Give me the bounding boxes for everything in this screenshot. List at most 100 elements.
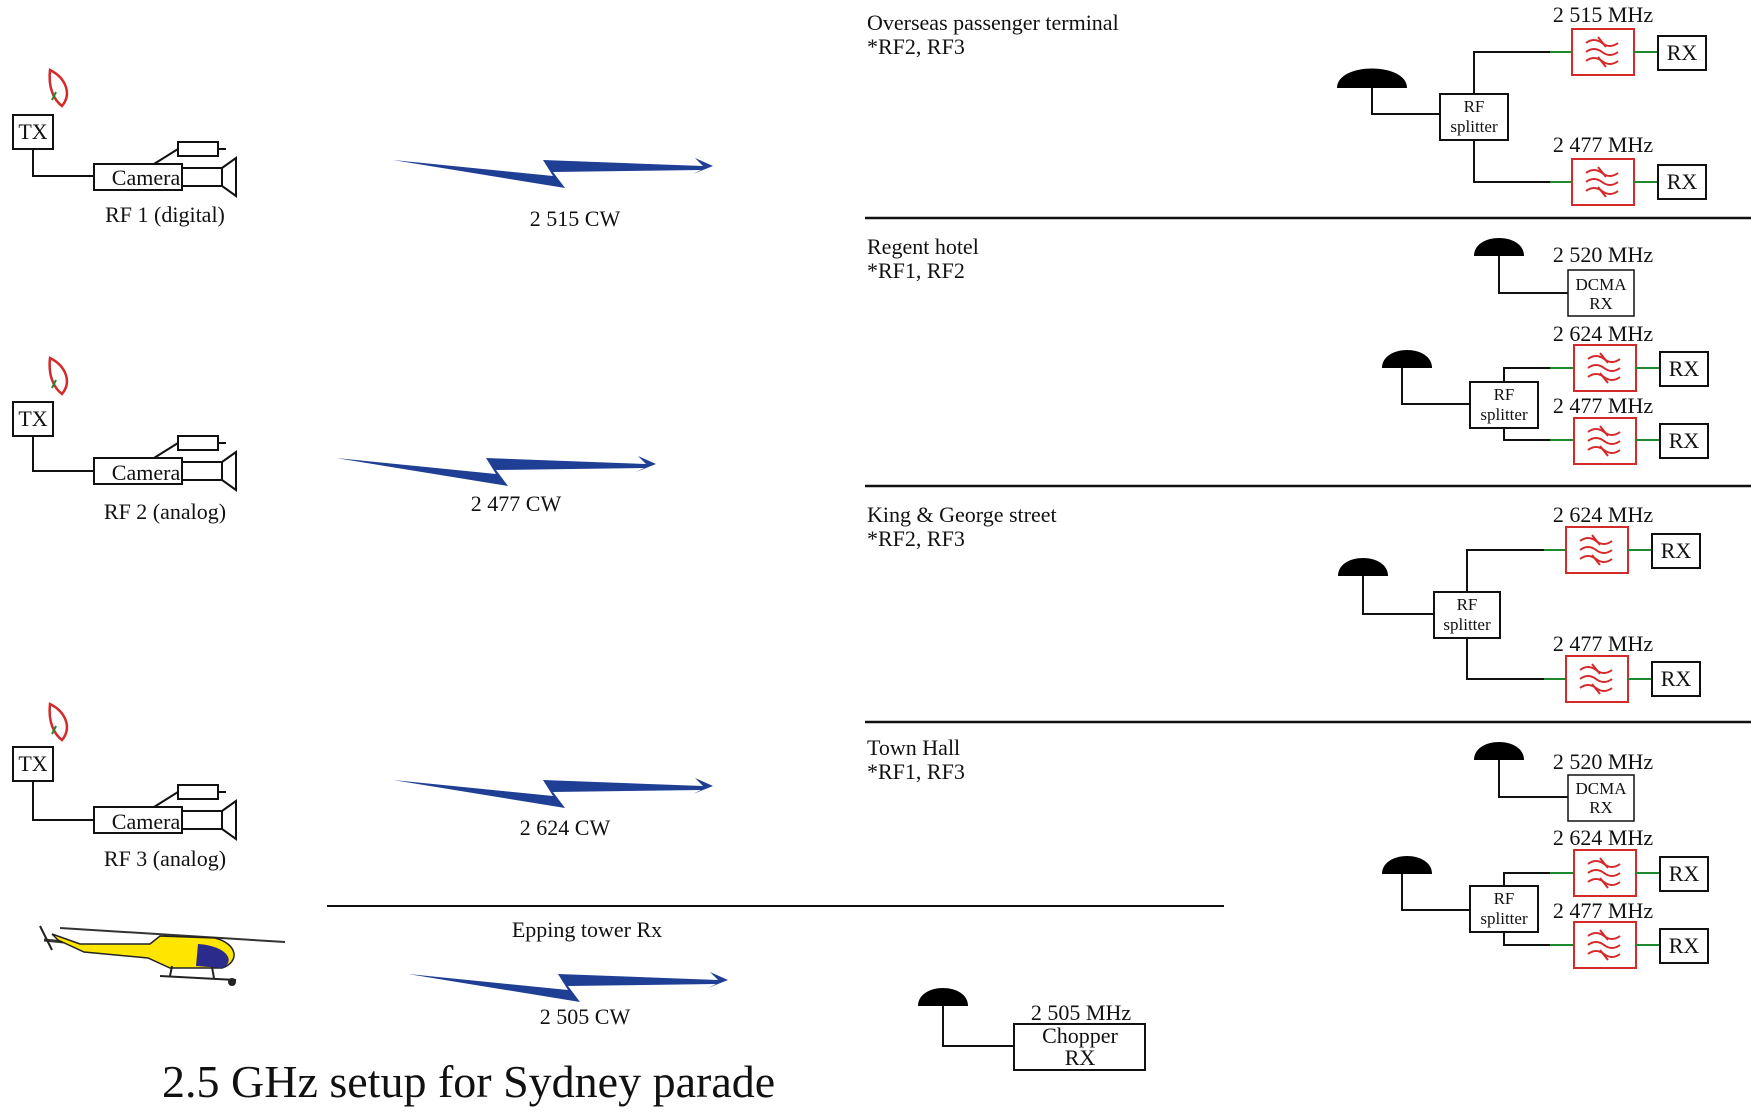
dcma-label: RX: [1589, 294, 1613, 313]
branch-frequency: 2 477 MHz: [1553, 132, 1653, 157]
antenna-icon: [1337, 68, 1407, 88]
rx-box: [1659, 351, 1709, 387]
site-rf-sources: *RF2, RF3: [867, 34, 965, 59]
site-rf-sources: *RF1, RF3: [867, 759, 965, 784]
splitter-label: RF: [1464, 97, 1485, 116]
bandpass-filter-icon: [1571, 28, 1635, 76]
bandpass-filter-icon: [1565, 526, 1629, 574]
dish-antenna-icon: [48, 68, 69, 108]
lightning-link-icon: [408, 972, 728, 1002]
site-town-hall: Town Hall *RF1, RF3 2 520 MHz DCMA RX RF…: [867, 735, 1709, 969]
rf-source-name: RF 1 (digital): [105, 202, 225, 227]
lightning-link-icon: [336, 456, 656, 486]
radio-link-rf3: 2 624 CW: [393, 778, 713, 840]
link-frequency: 2 624 CW: [520, 815, 611, 840]
rx-box: [1651, 661, 1701, 697]
rx-label: RX: [1669, 861, 1700, 886]
epping-receiver: 2 505 MHz Chopper RX: [918, 988, 1146, 1071]
antenna-icon: [918, 988, 968, 1006]
rx-box: [1651, 533, 1701, 569]
antenna-icon: [1474, 742, 1524, 760]
bandpass-filter-icon: [1573, 344, 1637, 392]
link-frequency: 2 477 CW: [471, 491, 562, 516]
splitter-label: RF: [1494, 889, 1515, 908]
site-name: Overseas passenger terminal: [867, 10, 1119, 35]
bandpass-filter-icon: [1573, 921, 1637, 969]
radio-link-rf1: 2 515 CW: [393, 158, 713, 231]
site-rf-sources: *RF1, RF2: [867, 258, 965, 283]
dish-antenna-icon: [48, 702, 69, 742]
dcma-frequency: 2 520 MHz: [1553, 242, 1653, 267]
lightning-link-icon: [393, 778, 713, 808]
epping-label: Epping tower Rx: [512, 917, 662, 942]
bandpass-filter-icon: [1573, 849, 1637, 897]
rf-source-name: RF 2 (analog): [104, 499, 226, 524]
antenna-icon: [1474, 238, 1524, 256]
page-title: 2.5 GHz setup for Sydney parade: [162, 1056, 775, 1107]
splitter-label: splitter: [1443, 615, 1491, 634]
camera-label: Camera: [112, 165, 181, 190]
site-name: Regent hotel: [867, 234, 979, 259]
rx-box: [1659, 856, 1709, 892]
camera-label: Camera: [112, 460, 181, 485]
site-regent-hotel: Regent hotel *RF1, RF2 2 520 MHz DCMA RX…: [867, 234, 1709, 465]
dcma-frequency: 2 520 MHz: [1553, 749, 1653, 774]
chopper-rx-box: [1013, 1023, 1146, 1071]
radio-link-helicopter: 2 505 CW: [408, 972, 728, 1029]
antenna-icon: [1338, 558, 1388, 576]
radio-link-rf2: 2 477 CW: [336, 456, 656, 516]
tx-label: TX: [18, 751, 47, 776]
splitter-label: splitter: [1480, 405, 1528, 424]
receiver-frequency: 2 505 MHz: [1031, 1000, 1131, 1025]
branch-frequency: 2 515 MHz: [1553, 2, 1653, 27]
rx-box: [1657, 164, 1707, 200]
helicopter-icon: [39, 925, 286, 986]
antenna-icon: [1382, 856, 1432, 874]
splitter-label: splitter: [1480, 909, 1528, 928]
link-frequency: 2 505 CW: [540, 1004, 631, 1029]
rx-label: RX: [1667, 169, 1698, 194]
rx-box: [1659, 928, 1709, 964]
branch-frequency: 2 477 MHz: [1553, 393, 1653, 418]
rx-label: RX: [1669, 933, 1700, 958]
rx-label: RX: [1661, 538, 1692, 563]
rx-box: [1657, 35, 1707, 71]
rf-splitter: [1433, 591, 1501, 639]
site-overseas-passenger-terminal: Overseas passenger terminal *RF2, RF3 RF…: [867, 2, 1707, 206]
site-name: Town Hall: [867, 735, 960, 760]
rx-line2: RX: [1065, 1045, 1096, 1070]
branch-frequency: 2 477 MHz: [1553, 898, 1653, 923]
rx-label: RX: [1667, 40, 1698, 65]
site-rf-sources: *RF2, RF3: [867, 526, 965, 551]
rx-label: RX: [1669, 428, 1700, 453]
dcma-label: RX: [1589, 798, 1613, 817]
transmitter-rf3: TX Camera RF 3 (analog): [12, 702, 237, 871]
site-king-george-street: King & George street *RF2, RF3 RF splitt…: [867, 502, 1701, 703]
tx-label: TX: [18, 406, 47, 431]
transmitter-rf1: TX Camera RF 1 (digital): [12, 68, 237, 227]
rx-line1: Chopper: [1042, 1023, 1118, 1048]
camera-label: Camera: [112, 809, 181, 834]
bandpass-filter-icon: [1565, 655, 1629, 703]
branch-frequency: 2 624 MHz: [1553, 502, 1653, 527]
site-name: King & George street: [867, 502, 1057, 527]
tx-label: TX: [18, 119, 47, 144]
dcma-rx-box: [1567, 774, 1635, 822]
dish-antenna-icon: [48, 356, 69, 396]
dcma-label: DCMA: [1575, 779, 1627, 798]
link-frequency: 2 515 CW: [530, 206, 621, 231]
bandpass-filter-icon: [1571, 158, 1635, 206]
branch-frequency: 2 624 MHz: [1553, 825, 1653, 850]
dcma-label: DCMA: [1575, 275, 1627, 294]
splitter-label: splitter: [1450, 117, 1498, 136]
lightning-link-icon: [393, 158, 713, 188]
rx-box: [1659, 423, 1709, 459]
branch-frequency: 2 624 MHz: [1553, 321, 1653, 346]
rx-label: RX: [1661, 666, 1692, 691]
splitter-label: RF: [1494, 385, 1515, 404]
branch-frequency: 2 477 MHz: [1553, 631, 1653, 656]
rf-source-name: RF 3 (analog): [104, 846, 226, 871]
rf-splitter: [1439, 93, 1509, 141]
